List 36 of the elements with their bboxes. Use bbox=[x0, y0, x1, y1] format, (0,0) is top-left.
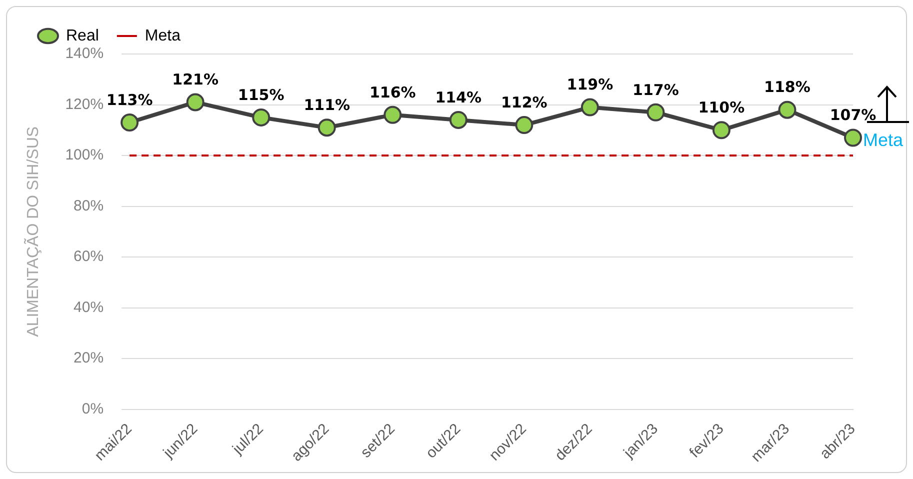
y-tick-label: 100% bbox=[65, 146, 104, 164]
y-tick-label: 80% bbox=[74, 197, 104, 214]
data-label: 121% bbox=[172, 70, 219, 89]
data-label: 113% bbox=[106, 90, 153, 109]
point bbox=[186, 93, 204, 112]
point bbox=[318, 118, 336, 137]
data-label: 117% bbox=[632, 80, 679, 99]
point bbox=[120, 114, 139, 132]
text: Meta bbox=[863, 130, 904, 150]
point bbox=[778, 100, 796, 119]
y-tick-label: 0% bbox=[82, 400, 104, 418]
data-label: 114% bbox=[435, 88, 482, 106]
point bbox=[646, 103, 665, 122]
data-label: 116% bbox=[369, 83, 416, 102]
legend-label: Meta bbox=[144, 27, 181, 44]
data-label: 107% bbox=[830, 106, 876, 124]
point bbox=[515, 116, 534, 134]
point bbox=[449, 110, 468, 129]
data-label: 119% bbox=[566, 76, 614, 94]
point bbox=[712, 121, 730, 140]
data-label: 118% bbox=[764, 78, 810, 96]
y-tick-label: 60% bbox=[74, 248, 104, 266]
point bbox=[844, 128, 862, 147]
y-tick-label: 20% bbox=[74, 350, 104, 367]
legend-label: Real bbox=[66, 27, 99, 44]
data-label: 112% bbox=[500, 93, 548, 112]
y-tick-label: 40% bbox=[74, 298, 104, 316]
point bbox=[580, 98, 599, 116]
data-label: 110% bbox=[698, 98, 745, 117]
point bbox=[384, 106, 402, 124]
data-label: 111% bbox=[304, 96, 350, 114]
y-tick-label: 140% bbox=[65, 45, 104, 62]
y-tick-label: 120% bbox=[65, 96, 104, 113]
point bbox=[252, 108, 270, 126]
data-label: 115% bbox=[238, 86, 284, 104]
y-axis-title: ALIMENTAÇÃO DO SIH/SUS bbox=[23, 126, 42, 337]
